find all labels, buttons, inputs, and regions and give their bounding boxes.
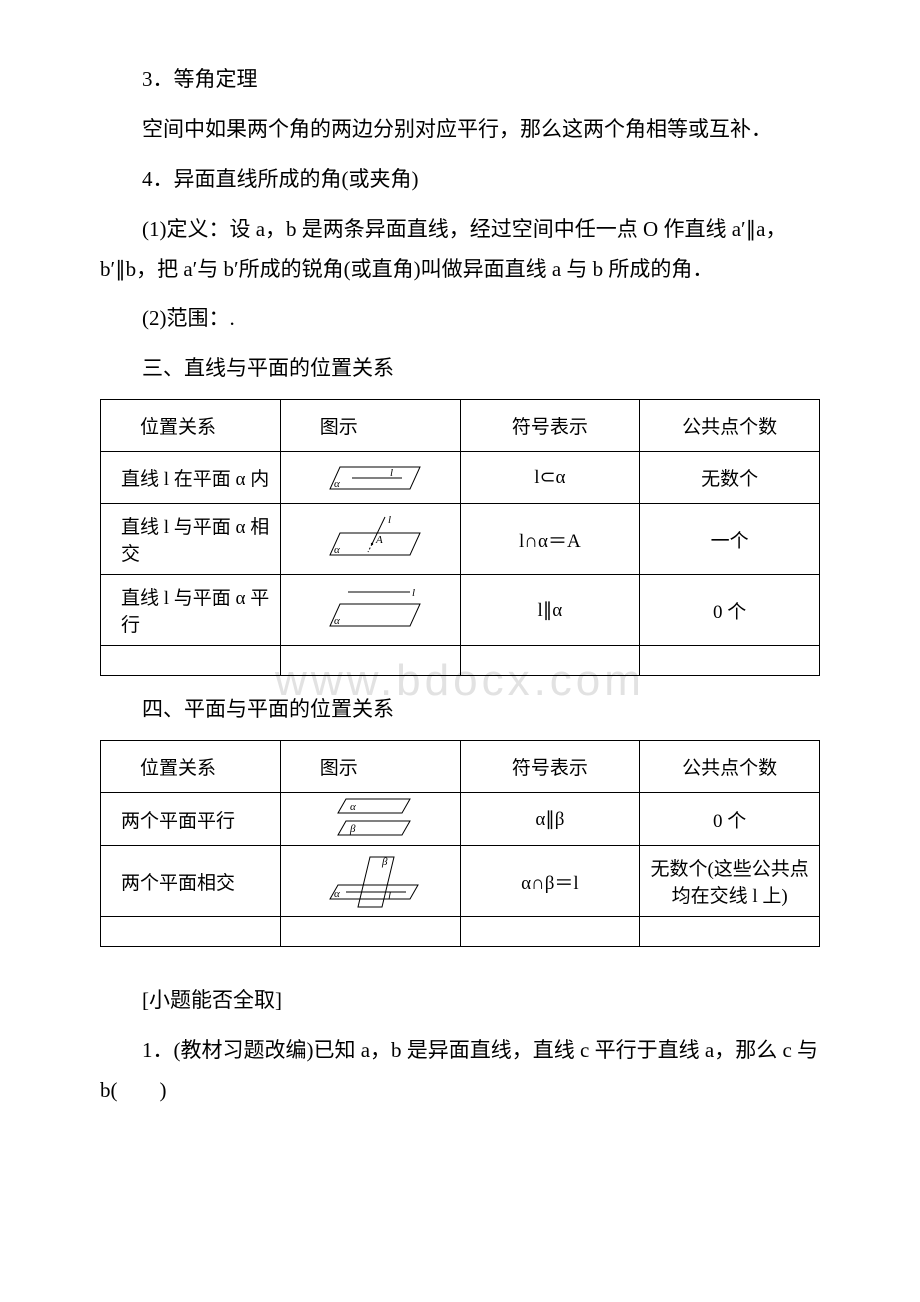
section-4-title: 4．异面直线所成的角(或夹角) <box>100 160 820 200</box>
diagram-parallel-planes-icon: α β <box>310 795 430 843</box>
table-row: 两个平面平行 α β α∥β 0 个 <box>101 793 820 846</box>
question-1: 1．(教材习题改编)已知 a，b 是异面直线，直线 c 平行于直线 a，那么 c… <box>100 1031 820 1111</box>
diagram-line-intersect-plane-icon: α l A <box>310 513 430 565</box>
svg-text:α: α <box>334 615 340 627</box>
table-header: 符号表示 <box>460 400 640 452</box>
svg-text:α: α <box>334 544 340 556</box>
section-3-body: 空间中如果两个角的两边分别对应平行，那么这两个角相等或互补． <box>100 110 820 150</box>
table-header: 公共点个数 <box>640 400 820 452</box>
table-cell <box>460 646 640 676</box>
table-header: 位置关系 <box>101 741 281 793</box>
svg-text:l: l <box>388 514 391 526</box>
table-row: 两个平面相交 α β l α∩β＝l 无数个(这些公共点均在交线 l 上) <box>101 846 820 917</box>
section-4-definition: (1)定义：设 a，b 是两条异面直线，经过空间中任一点 O 作直线 a′∥a，… <box>100 210 820 290</box>
svg-text:α: α <box>334 888 340 900</box>
heading-plane-plane: 四、平面与平面的位置关系 <box>100 690 820 730</box>
svg-text:α: α <box>334 478 340 490</box>
table-cell <box>280 917 460 947</box>
document-content: 3．等角定理 空间中如果两个角的两边分别对应平行，那么这两个角相等或互补． 4．… <box>100 60 820 1111</box>
svg-text:l: l <box>412 587 415 599</box>
svg-text:l: l <box>388 890 391 902</box>
table-cell: l∩α＝A <box>460 504 640 575</box>
table-cell <box>101 646 281 676</box>
exercises-title: [小题能否全取] <box>100 981 820 1021</box>
table-cell: 0 个 <box>640 793 820 846</box>
table-cell: 两个平面平行 <box>101 793 281 846</box>
table-row <box>101 917 820 947</box>
table-header: 位置关系 <box>101 400 281 452</box>
section-3-title: 3．等角定理 <box>100 60 820 100</box>
table-cell: 0 个 <box>640 575 820 646</box>
table-cell: l∥α <box>460 575 640 646</box>
diagram-cell: α l <box>280 575 460 646</box>
table-header: 符号表示 <box>460 741 640 793</box>
svg-text:β: β <box>349 823 356 835</box>
table-line-plane: 位置关系 图示 符号表示 公共点个数 直线 l 在平面 α 内 α l l⊂α … <box>100 399 820 676</box>
table-cell: α∥β <box>460 793 640 846</box>
table-cell: 直线 l 与平面 α 相交 <box>101 504 281 575</box>
table-cell: α∩β＝l <box>460 846 640 917</box>
diagram-cell: α β l <box>280 846 460 917</box>
table-cell <box>640 646 820 676</box>
table-cell <box>460 917 640 947</box>
svg-text:β: β <box>381 856 388 868</box>
table-row: 直线 l 在平面 α 内 α l l⊂α 无数个 <box>101 452 820 504</box>
section-4-range: (2)范围：. <box>100 299 820 339</box>
table-header: 图示 <box>280 400 460 452</box>
diagram-line-in-plane-icon: α l <box>310 457 430 499</box>
table-cell: 直线 l 与平面 α 平行 <box>101 575 281 646</box>
table-plane-plane: 位置关系 图示 符号表示 公共点个数 两个平面平行 α β α∥β 0 个 <box>100 740 820 947</box>
diagram-cell: α β <box>280 793 460 846</box>
table-cell: 直线 l 在平面 α 内 <box>101 452 281 504</box>
spacer <box>100 961 820 981</box>
table-cell: 无数个 <box>640 452 820 504</box>
table-row: 位置关系 图示 符号表示 公共点个数 <box>101 741 820 793</box>
heading-line-plane: 三、直线与平面的位置关系 <box>100 349 820 389</box>
table-row: 位置关系 图示 符号表示 公共点个数 <box>101 400 820 452</box>
diagram-intersecting-planes-icon: α β l <box>310 851 430 911</box>
svg-text:l: l <box>390 467 393 479</box>
table-header: 公共点个数 <box>640 741 820 793</box>
table-row <box>101 646 820 676</box>
table-header: 图示 <box>280 741 460 793</box>
svg-text:α: α <box>350 801 356 813</box>
table-cell <box>640 917 820 947</box>
table-cell: 两个平面相交 <box>101 846 281 917</box>
table-cell <box>101 917 281 947</box>
diagram-line-parallel-plane-icon: α l <box>310 584 430 636</box>
diagram-cell: α l <box>280 452 460 504</box>
table-cell: 无数个(这些公共点均在交线 l 上) <box>640 846 820 917</box>
svg-text:A: A <box>375 534 383 546</box>
diagram-cell: α l A <box>280 504 460 575</box>
table-row: 直线 l 与平面 α 平行 α l l∥α 0 个 <box>101 575 820 646</box>
table-cell <box>280 646 460 676</box>
table-row: 直线 l 与平面 α 相交 α l A l∩α＝A 一个 <box>101 504 820 575</box>
table-cell: l⊂α <box>460 452 640 504</box>
table-cell: 一个 <box>640 504 820 575</box>
